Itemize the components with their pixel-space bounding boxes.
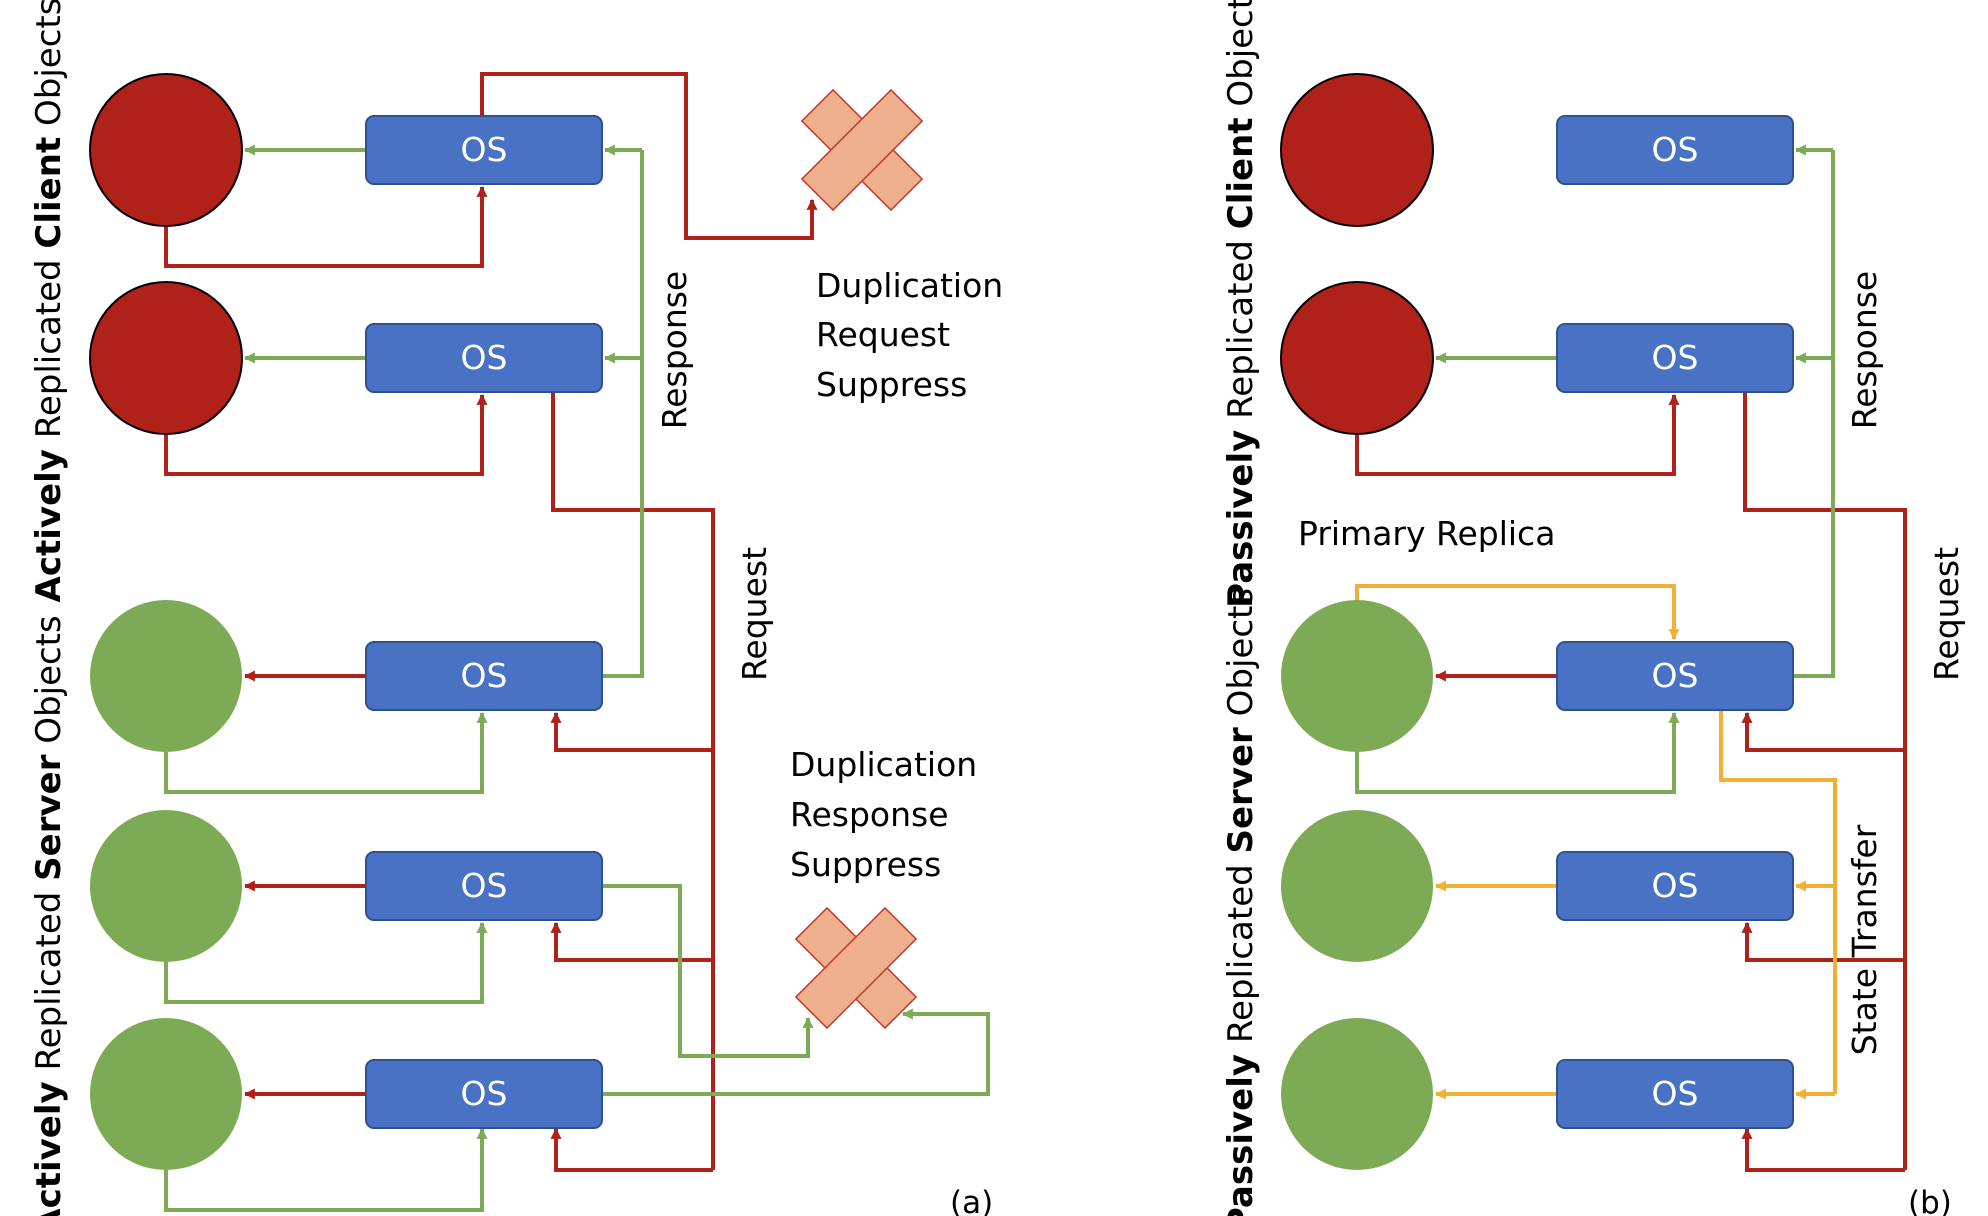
state-transfer-line — [1719, 710, 1837, 1094]
response-label: Response — [1845, 271, 1884, 430]
request-line — [551, 392, 715, 1170]
dup-response-line-3: Suppress — [790, 845, 941, 884]
os-label: OS — [1652, 866, 1699, 905]
dup-request-line-1: Duplication — [816, 266, 1003, 305]
panel-a-connectors — [164, 72, 990, 1212]
primary-replica-label: Primary Replica — [1298, 514, 1555, 553]
request-arrow — [1355, 393, 1680, 476]
os-label: OS — [461, 338, 508, 377]
os-box: OS — [365, 1059, 603, 1129]
request-arrow — [480, 72, 818, 240]
dup-response-line-2: Response — [790, 795, 949, 834]
os-label: OS — [461, 130, 508, 169]
suppress-cross-icon — [794, 906, 918, 1030]
panel-b: OS OS OS OS OS Primary Replica Response … — [1221, 0, 1966, 1216]
request-label: Request — [1927, 547, 1966, 681]
os-box: OS — [1556, 1059, 1794, 1129]
os-label: OS — [461, 1074, 508, 1113]
os-box: OS — [365, 323, 603, 393]
request-arrow — [164, 393, 488, 476]
panel-a: OS OS OS OS OS Duplicatio — [29, 0, 1003, 1216]
request-arrow — [1741, 921, 1905, 962]
panel-b-connectors — [1355, 144, 1907, 1172]
response-arrow — [1355, 711, 1680, 794]
server-objects-title: Actively Replicated Server Objects — [29, 615, 69, 1216]
os-box: OS — [365, 641, 603, 711]
client-object — [89, 281, 243, 435]
client-objects-title: Actively Replicated Client Objects — [29, 0, 69, 602]
request-arrow — [1741, 711, 1905, 752]
request-arrow — [550, 711, 713, 752]
os-box: OS — [1556, 851, 1794, 921]
os-label: OS — [461, 866, 508, 905]
response-label: Response — [655, 271, 694, 430]
request-line — [1743, 392, 1907, 1170]
os-label: OS — [1652, 130, 1699, 169]
panel-label-b: (b) — [1908, 1185, 1952, 1216]
server-object — [90, 810, 242, 962]
response-arrow — [164, 711, 488, 794]
primary-server-object — [1281, 600, 1433, 752]
request-arrow — [1741, 1127, 1905, 1172]
response-arrow — [602, 1008, 990, 1096]
os-box: OS — [1556, 115, 1794, 185]
response-arrow — [164, 921, 488, 1004]
client-objects-title: Passively Replicated Client Objects — [1221, 0, 1261, 608]
dup-request-line-2: Request — [816, 315, 950, 354]
request-arrow — [550, 1127, 713, 1172]
os-box: OS — [365, 115, 603, 185]
response-arrow — [602, 884, 814, 1058]
os-label: OS — [461, 656, 508, 695]
state-arrow — [1355, 584, 1680, 641]
os-box: OS — [1556, 323, 1794, 393]
response-arrow — [164, 1127, 488, 1212]
panel-label-a: (a) — [950, 1185, 993, 1216]
client-object — [89, 73, 243, 227]
request-arrow — [550, 921, 713, 962]
response-line — [1793, 150, 1835, 678]
response-line — [602, 150, 644, 678]
state-transfer-label: State Transfer — [1845, 824, 1884, 1055]
request-arrow — [164, 185, 488, 268]
backup-server-object — [1281, 810, 1433, 962]
os-label: OS — [1652, 338, 1699, 377]
os-box: OS — [1556, 641, 1794, 711]
os-label: OS — [1652, 656, 1699, 695]
server-object — [90, 600, 242, 752]
dup-response-line-1: Duplication — [790, 745, 977, 784]
client-object — [1280, 73, 1434, 227]
client-object — [1280, 281, 1434, 435]
server-object — [90, 1018, 242, 1170]
suppress-cross-icon — [800, 88, 924, 212]
server-objects-title: Passively Replicated Server Objects — [1221, 588, 1261, 1216]
request-label: Request — [735, 547, 774, 681]
dup-request-line-3: Suppress — [816, 365, 967, 404]
backup-server-object — [1281, 1018, 1433, 1170]
os-label: OS — [1652, 1074, 1699, 1113]
os-box: OS — [365, 851, 603, 921]
